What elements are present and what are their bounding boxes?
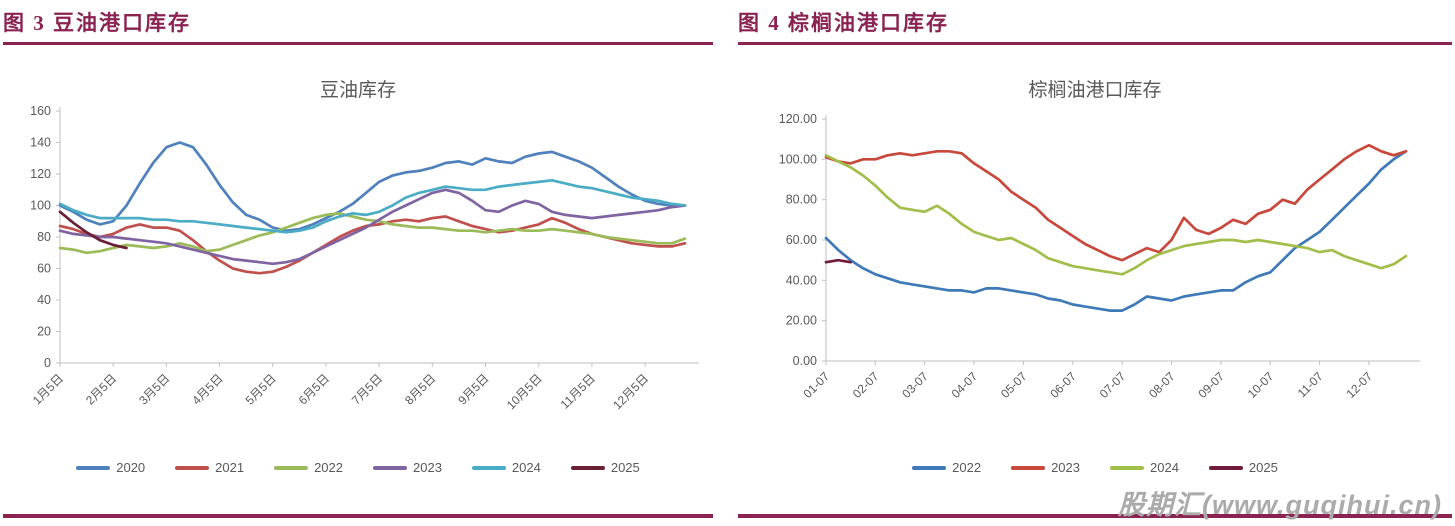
x-axis-tick-label: 1月5日 xyxy=(30,371,66,407)
legend-label: 2021 xyxy=(215,460,245,475)
y-axis-tick-label: 60 xyxy=(37,262,51,276)
legend-item-2025: 2025 xyxy=(1208,460,1278,475)
legend-item-2021: 2021 xyxy=(175,460,244,475)
series-line-2022 xyxy=(58,212,687,255)
caption-top-rule xyxy=(3,42,713,45)
x-axis-tick-label: 10月5日 xyxy=(504,371,545,412)
legend-item-2020: 2020 xyxy=(76,460,145,475)
palm-oil-line-chart: 0.00 20.00 40.00 60.00 80.00 100.00 120.00 01-0… xyxy=(779,112,1420,401)
legend-label: 2022 xyxy=(952,460,982,475)
y-axis-tick-label: 60.00 xyxy=(786,233,817,247)
x-axis-tick-label: 8月5日 xyxy=(402,371,438,407)
watermark: 股期汇(www.guqihui.cn) xyxy=(1118,490,1442,520)
x-axis-tick-label: 04-07 xyxy=(949,369,981,401)
legend-item-2024: 2024 xyxy=(1110,460,1179,475)
legend-item-2025: 2025 xyxy=(570,460,640,475)
legend-line-swatch xyxy=(471,465,506,470)
series-line-2024 xyxy=(58,178,687,234)
x-axis-tick-label: 6月5日 xyxy=(296,371,332,407)
x-axis-tick-label: 9月5日 xyxy=(455,371,491,407)
x-axis-tick-label: 10-07 xyxy=(1245,369,1277,401)
series-line-2025 xyxy=(824,258,853,264)
x-axis-tick-label: 2月5日 xyxy=(83,371,119,407)
series-line-2024 xyxy=(824,153,1408,276)
x-axis-tick-label: 03-07 xyxy=(899,369,931,401)
series-line-2023 xyxy=(58,188,687,266)
figure-caption: 图 4 棕榈油港口库存 xyxy=(738,11,949,35)
chart-legend: 2020 2021 2022 2023 2024 2025 xyxy=(3,460,713,475)
chart-legend: 2022 2023 2024 2025 xyxy=(738,460,1452,475)
series-line-2023 xyxy=(824,143,1408,262)
soybean-oil-line-chart: 0 20 40 60 80 100 120 140 160 1月5日 2月5日 3月5日 4月5日 5月5… xyxy=(30,104,699,412)
legend-item-2022: 2022 xyxy=(274,460,343,475)
legend-line-swatch xyxy=(1208,465,1243,470)
x-axis-tick-label: 11月5日 xyxy=(558,371,598,411)
y-axis-tick-label: 80.00 xyxy=(786,193,817,207)
y-axis-tick-label: 100 xyxy=(30,199,51,213)
legend-line-swatch xyxy=(76,465,111,470)
x-axis-tick-label: 09-07 xyxy=(1195,369,1227,401)
x-axis-tick-label: 11-07 xyxy=(1295,369,1326,400)
y-axis-tick-label: 80 xyxy=(37,230,51,244)
legend-line-swatch xyxy=(912,465,947,470)
x-axis-tick-label: 12月5日 xyxy=(610,371,651,412)
series-line-2022 xyxy=(824,149,1408,312)
legend-line-swatch xyxy=(1011,465,1046,470)
y-axis-tick-label: 20.00 xyxy=(786,314,817,328)
x-axis-tick-label: 12-07 xyxy=(1343,369,1375,401)
caption-top-rule xyxy=(738,42,1452,45)
y-axis-tick-label: 0.00 xyxy=(793,354,817,368)
legend-label: 2023 xyxy=(1051,460,1080,475)
x-axis-tick-label: 7月5日 xyxy=(349,371,385,407)
y-axis-tick-label: 0 xyxy=(44,356,51,370)
legend-line-swatch xyxy=(570,465,605,470)
y-axis-tick-label: 40 xyxy=(37,293,51,307)
y-axis-tick-label: 120.00 xyxy=(779,112,817,126)
legend-item-2023: 2023 xyxy=(373,460,442,475)
legend-label: 2025 xyxy=(610,460,640,475)
legend-label: 2025 xyxy=(1248,460,1278,475)
chart-title: 棕榈油港口库存 xyxy=(1028,80,1162,101)
series-line-2025 xyxy=(58,210,128,250)
y-axis-tick-label: 100.00 xyxy=(779,152,817,166)
legend-label: 2020 xyxy=(116,460,146,475)
figure-panel-palm-oil: 图 4 棕榈油港口库存 棕榈油港口库存 0.00 20.00 40.00 60.00 8… xyxy=(727,0,1454,526)
figure-caption: 图 3 豆油港口库存 xyxy=(3,11,191,35)
x-axis-tick-label: 08-07 xyxy=(1146,369,1178,401)
legend-item-2023: 2023 xyxy=(1011,460,1080,475)
legend-line-swatch xyxy=(175,465,210,470)
y-axis-tick-label: 140 xyxy=(30,136,51,150)
legend-label: 2024 xyxy=(511,460,541,475)
x-axis-tick-label: 02-07 xyxy=(850,369,882,401)
legend-label: 2022 xyxy=(314,460,343,475)
y-axis-tick-label: 20 xyxy=(37,325,51,339)
legend-item-2024: 2024 xyxy=(471,460,541,475)
x-axis-tick-label: 4月5日 xyxy=(189,371,225,407)
x-axis-tick-label: 01-07 xyxy=(801,369,833,401)
x-axis-tick-label: 3月5日 xyxy=(136,371,172,407)
y-axis-tick-label: 40.00 xyxy=(786,273,817,287)
panel-bottom-rule xyxy=(3,514,713,518)
legend-line-swatch xyxy=(274,465,309,470)
legend-item-2022: 2022 xyxy=(912,460,981,475)
legend-label: 2024 xyxy=(1150,460,1179,475)
x-axis-tick-label: 5月5日 xyxy=(243,371,279,407)
y-axis-tick-label: 160 xyxy=(30,104,51,118)
x-axis-tick-label: 05-07 xyxy=(998,369,1030,401)
chart-title: 豆油库存 xyxy=(319,80,396,101)
y-axis-tick-label: 120 xyxy=(30,167,51,181)
panel-bottom-rule xyxy=(738,514,1452,518)
x-axis-tick-label: 06-07 xyxy=(1047,369,1079,401)
legend-line-swatch xyxy=(373,465,407,470)
x-axis-tick-label: 07-07 xyxy=(1097,369,1129,401)
series-line-2020 xyxy=(58,141,687,233)
legend-label: 2023 xyxy=(413,460,442,475)
figure-panel-soybean-oil: 图 3 豆油港口库存 豆油库存 0 20 40 60 80 100 120 140 160 1月5… xyxy=(0,0,727,526)
legend-line-swatch xyxy=(1110,465,1144,470)
